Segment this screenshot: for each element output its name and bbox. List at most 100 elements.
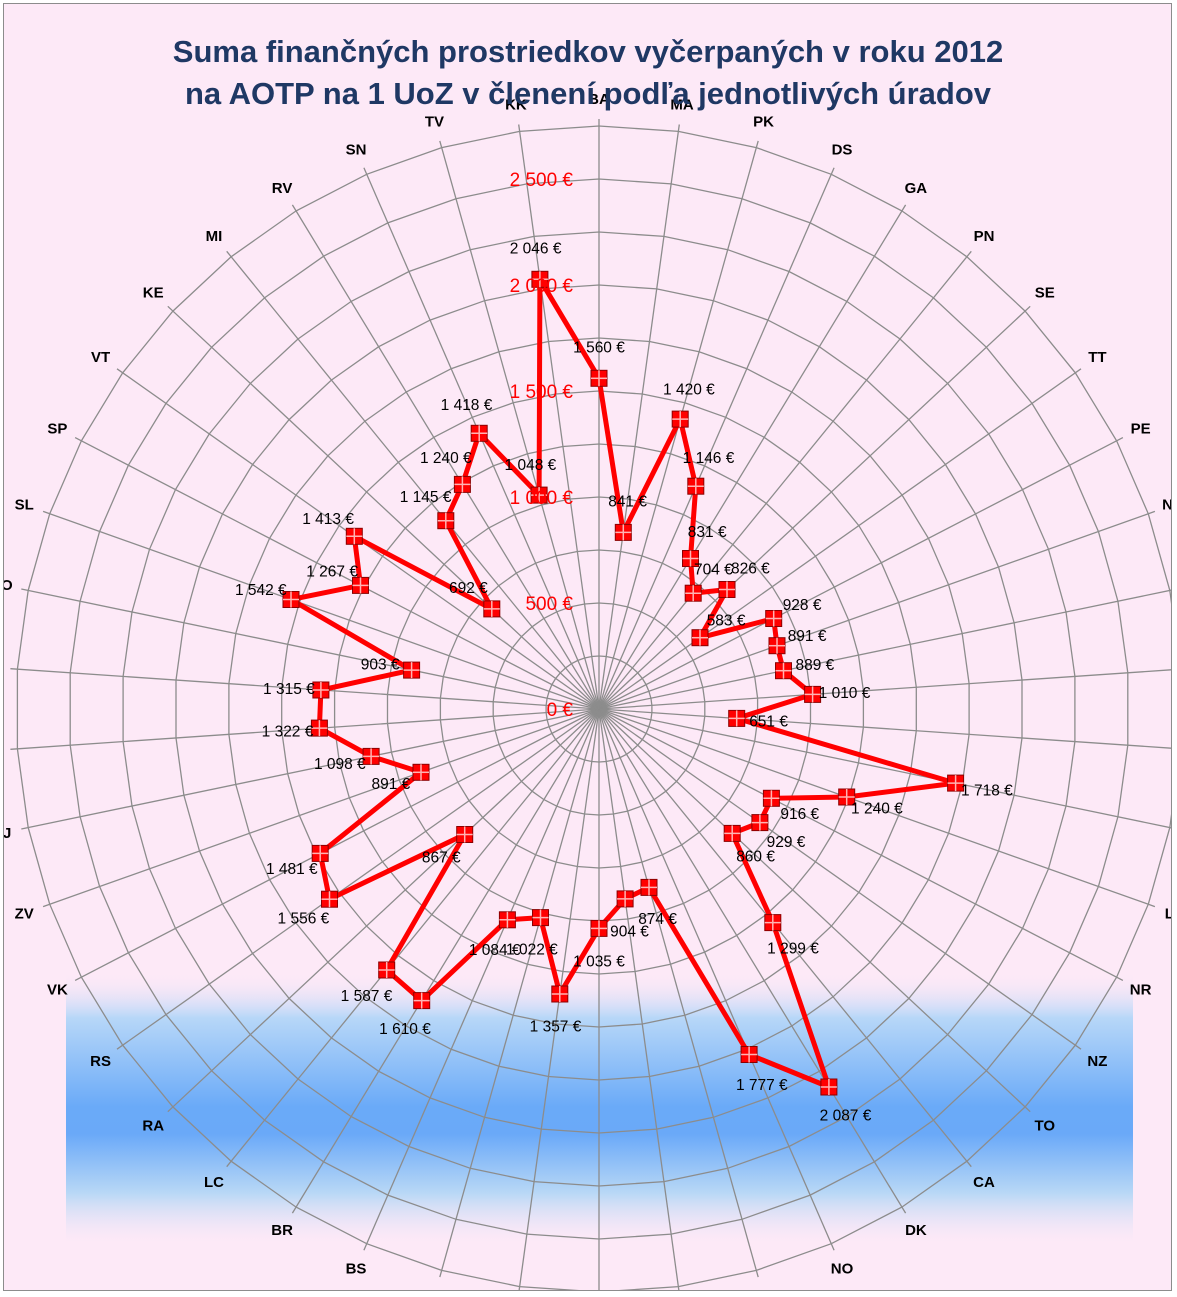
category-label: RV [272,180,293,197]
radial-tick-label: 500 € [525,594,573,615]
data-point-marker [282,591,300,608]
data-point-marker [437,512,455,530]
grid-spoke [598,708,680,1290]
data-label: 1 098 € [314,756,366,773]
data-label: 903 € [361,657,400,674]
grid-spoke [74,437,600,710]
data-label: 1 240 € [420,450,472,467]
data-label: 1 315 € [263,681,315,698]
data-label: 1 413 € [302,511,354,528]
grid-spoke [598,708,1124,981]
data-point-marker [728,709,746,727]
category-label: KE [143,285,164,302]
category-label: CA [973,1174,995,1191]
data-label: 1 587 € [341,988,393,1005]
grid-spoke [226,250,600,710]
data-label: 1 010 € [819,685,871,702]
grid-spoke [598,437,1124,710]
data-point-marker [614,523,632,541]
category-label: TO [1035,1117,1056,1134]
grid-spoke [598,305,1031,710]
data-point-marker [483,600,501,618]
grid-spoke [439,708,600,1278]
category-label: SL [15,497,34,514]
data-label: 1 357 € [530,1019,582,1036]
data-label: 860 € [736,848,775,865]
data-point-marker [762,789,780,807]
data-point-marker [838,788,856,806]
grid-spoke [291,708,600,1214]
grid-spoke [74,708,600,981]
data-point-marker [531,270,549,288]
grid-spoke [42,708,600,908]
data-label: 891 € [372,776,411,793]
chart-title-line-1: Suma finančných prostriedkov vyčerpaných… [173,34,1003,69]
data-point-marker [671,410,689,428]
data-label: 1 420 € [663,381,715,398]
data-label: 2 046 € [510,241,562,258]
category-label: TT [1088,349,1106,366]
grid-spoke [598,669,1171,710]
grid-spoke [598,708,1171,749]
category-label: ZV [15,905,34,922]
label-layer: 0 € 500 € 1 000 € 1 500 € 2 000 € 2 500 € BA MA… [4,91,1172,1291]
category-label: TV [425,114,444,131]
data-label: 928 € [783,597,822,614]
category-label: LV [1165,905,1172,922]
category-label: RA [142,1117,164,1134]
category-label: NM [1162,497,1172,514]
data-label: 1 299 € [767,940,819,957]
grid-spoke [598,708,1031,1113]
category-label: PO [4,577,13,594]
data-point-marker [765,610,783,627]
data-label: 692 € [449,580,488,597]
category-label: VT [91,349,110,366]
data-point-marker [590,919,608,937]
data-label: 1 556 € [278,911,330,928]
grid-spoke [598,708,759,1278]
grid-spoke [116,708,600,1050]
category-label: GA [905,180,928,197]
data-point-marker [820,1078,838,1096]
grid-spoke [598,250,972,710]
radial-tick-label: 2 000 € [510,276,574,297]
category-label: SN [346,142,367,159]
radial-tick-label: 1 500 € [510,382,574,403]
data-label: 1 084 € [469,942,521,959]
category-label: VK [47,982,68,999]
grid-spoke [598,589,1171,710]
data-point-marker [345,527,363,545]
radial-tick-label: 1 000 € [510,488,574,509]
category-label: MI [206,228,223,245]
category-label: NZ [1087,1053,1107,1070]
data-point-marker [804,685,822,703]
data-point-marker [740,1046,758,1063]
data-label: 1 035 € [573,953,625,970]
data-label: 841 € [608,494,647,511]
data-point-marker [470,424,488,442]
data-point-marker [321,890,338,908]
data-point-marker [453,475,471,493]
data-point-marker [590,369,608,387]
radial-tick-label: 0 € [547,700,574,721]
data-point-marker [312,681,330,699]
data-point-marker [530,486,548,504]
category-label: BB [424,1288,446,1291]
grid-spoke [291,204,600,710]
category-label: SE [1035,285,1055,302]
grid-spoke [10,708,600,750]
data-point-marker [687,477,705,495]
data-label: 874 € [638,911,677,928]
grid-spoke [598,124,680,710]
data-label: 929 € [767,834,806,851]
grid-spoke [226,708,600,1168]
grid-spoke [42,510,600,710]
category-label: NO [831,1261,854,1278]
data-point-marker [352,576,369,594]
data-point-marker [616,890,634,908]
category-label: LC [204,1174,224,1191]
data-point-marker [456,826,474,843]
data-label: 1 481 € [266,861,318,878]
data-label: 891 € [788,628,827,645]
category-label: PN [974,228,995,245]
